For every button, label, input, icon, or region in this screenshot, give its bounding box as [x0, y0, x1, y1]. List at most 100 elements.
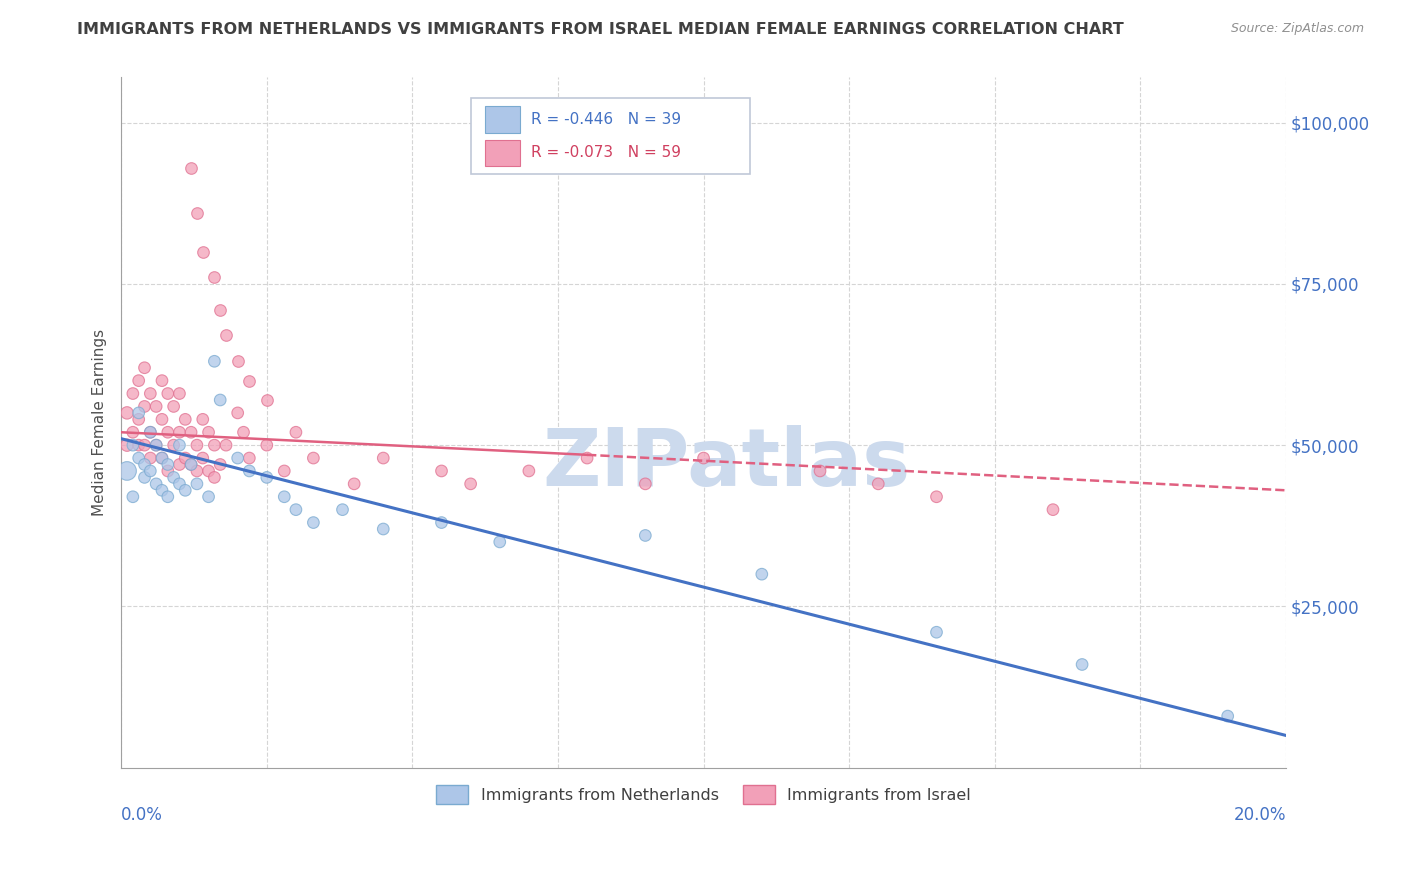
- FancyBboxPatch shape: [485, 139, 520, 166]
- Point: [121, 386, 143, 401]
- Point: [1071, 657, 1094, 672]
- Point: [226, 451, 249, 466]
- Point: [169, 458, 191, 472]
- Point: [169, 476, 191, 491]
- FancyBboxPatch shape: [485, 106, 520, 133]
- Text: R = -0.073   N = 59: R = -0.073 N = 59: [531, 145, 681, 161]
- Point: [343, 476, 366, 491]
- FancyBboxPatch shape: [471, 98, 751, 174]
- Point: [332, 502, 354, 516]
- Point: [634, 528, 657, 542]
- Text: 0.0%: 0.0%: [121, 805, 163, 823]
- Text: Source: ZipAtlas.com: Source: ZipAtlas.com: [1230, 22, 1364, 36]
- Point: [180, 458, 202, 472]
- Point: [115, 464, 138, 478]
- Point: [808, 464, 831, 478]
- Point: [202, 438, 225, 452]
- Point: [134, 458, 156, 472]
- Legend: Immigrants from Netherlands, Immigrants from Israel: Immigrants from Netherlands, Immigrants …: [427, 777, 979, 812]
- Point: [169, 425, 191, 440]
- Point: [162, 438, 184, 452]
- Point: [186, 438, 208, 452]
- Point: [284, 502, 307, 516]
- Point: [174, 451, 197, 466]
- Point: [134, 470, 156, 484]
- Point: [186, 476, 208, 491]
- Point: [197, 490, 219, 504]
- Point: [634, 476, 657, 491]
- Point: [191, 244, 214, 259]
- Point: [145, 438, 167, 452]
- Point: [128, 374, 150, 388]
- Point: [488, 535, 510, 549]
- Point: [174, 412, 197, 426]
- Point: [273, 464, 295, 478]
- Point: [197, 464, 219, 478]
- Point: [128, 438, 150, 452]
- Point: [156, 464, 179, 478]
- Y-axis label: Median Female Earnings: Median Female Earnings: [93, 329, 107, 516]
- Point: [134, 360, 156, 375]
- Point: [517, 464, 540, 478]
- Point: [868, 476, 890, 491]
- Point: [925, 490, 948, 504]
- Point: [202, 354, 225, 368]
- Point: [150, 451, 173, 466]
- Point: [215, 438, 238, 452]
- Point: [139, 425, 162, 440]
- Point: [169, 438, 191, 452]
- Point: [751, 567, 773, 582]
- Point: [139, 425, 162, 440]
- Point: [139, 451, 162, 466]
- Point: [121, 490, 143, 504]
- Point: [1216, 709, 1239, 723]
- Point: [134, 400, 156, 414]
- Point: [576, 451, 599, 466]
- Text: ZIPatlas: ZIPatlas: [543, 425, 911, 503]
- Point: [156, 490, 179, 504]
- Point: [174, 483, 197, 498]
- Point: [156, 386, 179, 401]
- Point: [156, 425, 179, 440]
- Point: [284, 425, 307, 440]
- Point: [162, 470, 184, 484]
- Point: [209, 458, 232, 472]
- Point: [238, 451, 260, 466]
- Point: [302, 451, 325, 466]
- Point: [209, 302, 232, 317]
- Point: [128, 406, 150, 420]
- Point: [373, 522, 395, 536]
- Point: [139, 464, 162, 478]
- Point: [191, 412, 214, 426]
- Point: [121, 438, 143, 452]
- Point: [115, 438, 138, 452]
- Point: [273, 490, 295, 504]
- Point: [430, 516, 453, 530]
- Point: [302, 516, 325, 530]
- Point: [169, 386, 191, 401]
- Point: [145, 438, 167, 452]
- Point: [430, 464, 453, 478]
- Point: [256, 392, 278, 407]
- Text: 20.0%: 20.0%: [1233, 805, 1286, 823]
- Point: [150, 374, 173, 388]
- Point: [238, 374, 260, 388]
- Point: [180, 161, 202, 175]
- Point: [226, 354, 249, 368]
- Point: [156, 458, 179, 472]
- Point: [191, 451, 214, 466]
- Point: [226, 406, 249, 420]
- Point: [134, 438, 156, 452]
- Point: [256, 470, 278, 484]
- Point: [925, 625, 948, 640]
- Point: [128, 451, 150, 466]
- Point: [121, 425, 143, 440]
- Point: [186, 464, 208, 478]
- Point: [232, 425, 254, 440]
- Point: [115, 406, 138, 420]
- Text: IMMIGRANTS FROM NETHERLANDS VS IMMIGRANTS FROM ISRAEL MEDIAN FEMALE EARNINGS COR: IMMIGRANTS FROM NETHERLANDS VS IMMIGRANT…: [77, 22, 1123, 37]
- Point: [202, 470, 225, 484]
- Point: [202, 270, 225, 285]
- Point: [256, 438, 278, 452]
- Point: [460, 476, 482, 491]
